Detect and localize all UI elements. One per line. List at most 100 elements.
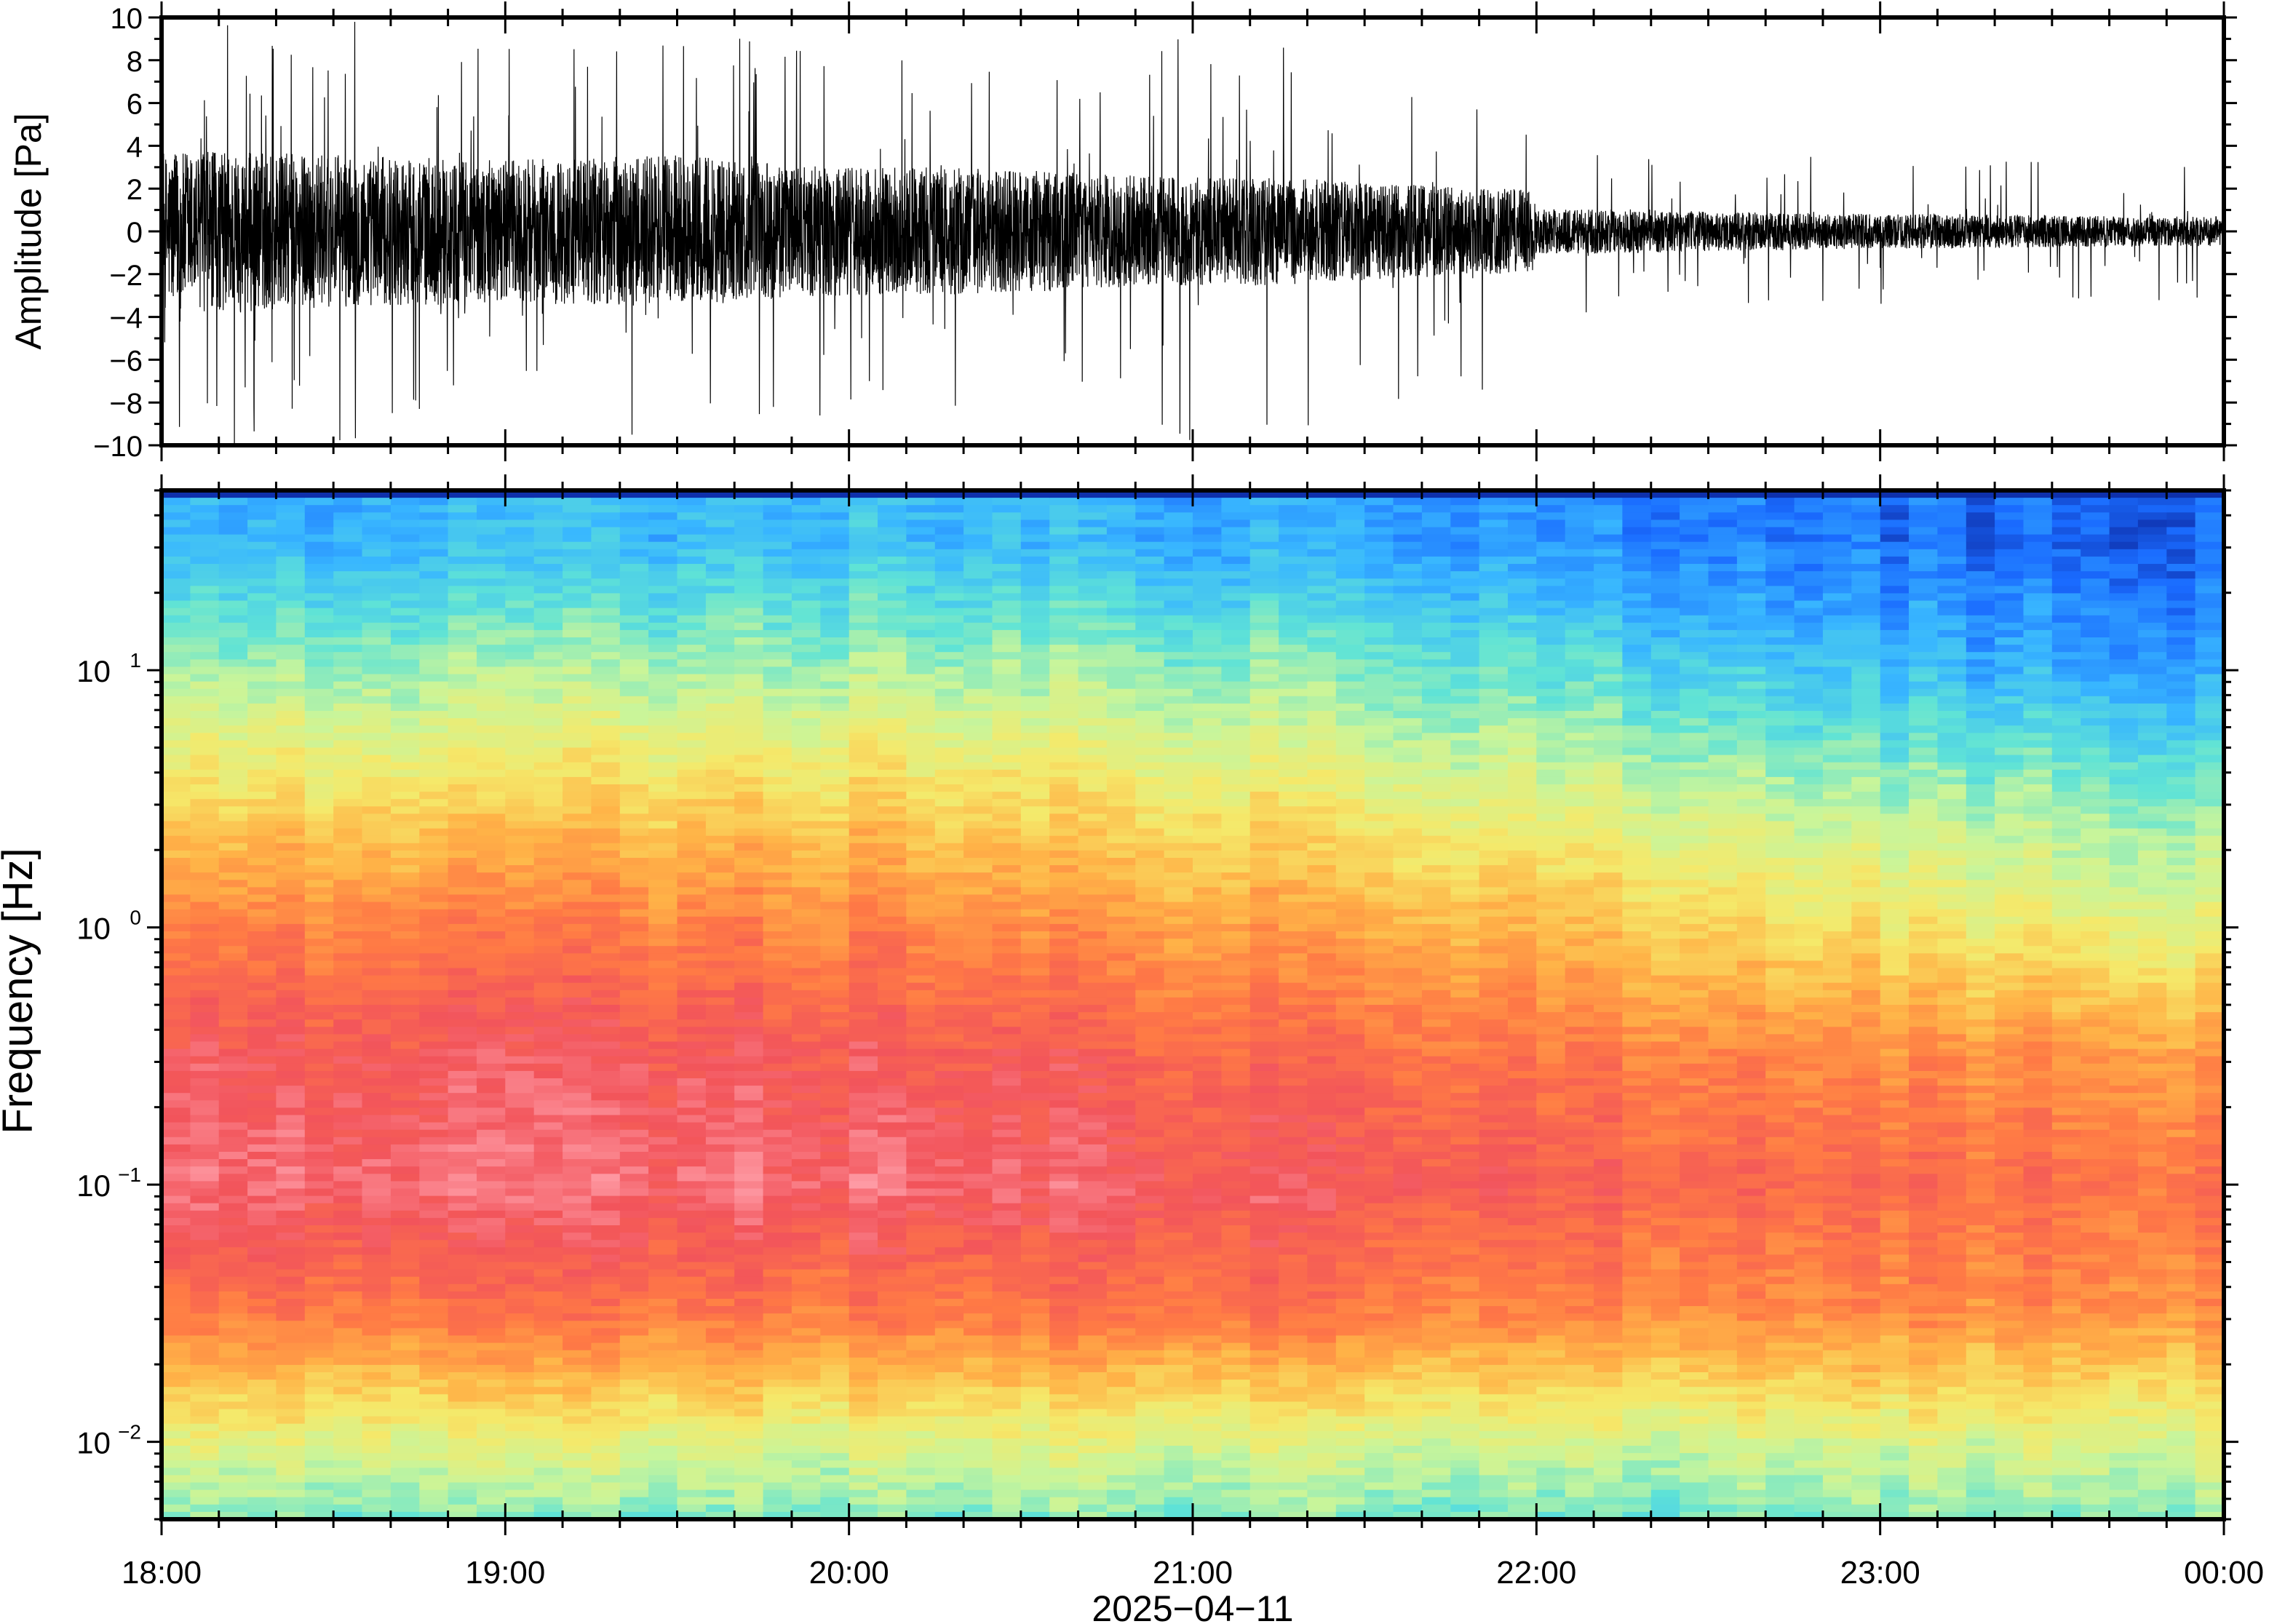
- spectrogram-cell: [878, 1350, 907, 1358]
- spectrogram-cell: [247, 733, 277, 741]
- spectrogram-cell: [190, 696, 220, 704]
- spectrogram-cell: [648, 1210, 678, 1219]
- spectrogram-cell: [934, 1276, 964, 1285]
- spectrogram-cell: [934, 1115, 964, 1123]
- spectrogram-cell: [963, 505, 993, 513]
- spectrogram-cell: [906, 571, 936, 579]
- spectrogram-cell: [992, 564, 1022, 572]
- spectrogram-cell: [677, 1335, 707, 1344]
- spectrogram-cell: [533, 1086, 563, 1094]
- spectrogram-cell: [448, 1475, 477, 1484]
- spectrogram-cell: [763, 1394, 792, 1402]
- spectrogram-cell: [934, 1511, 964, 1519]
- spectrogram-cell: [362, 799, 392, 807]
- spectrogram-cell: [477, 821, 506, 829]
- spectrogram-cell: [963, 1475, 993, 1484]
- spectrogram-cell: [419, 498, 449, 506]
- spectrogram-cell: [276, 784, 306, 792]
- spectrogram-cell: [734, 1504, 764, 1513]
- spectrogram-cell: [505, 578, 535, 586]
- spectrogram-cell: [533, 990, 563, 998]
- spectrogram-cell: [1020, 1203, 1050, 1211]
- spectrogram-cell: [390, 975, 420, 984]
- spectrogram-cell: [563, 1475, 592, 1484]
- spectrogram-cell: [705, 784, 735, 792]
- spectrogram-cell: [677, 520, 707, 528]
- spectrogram-cell: [591, 1240, 621, 1248]
- spectrogram-cell: [734, 586, 764, 594]
- spectrogram-cell: [390, 1129, 420, 1138]
- spectrogram-cell: [218, 490, 248, 498]
- spectrogram-cell: [619, 1195, 649, 1204]
- spectrogram-cell: [820, 843, 850, 851]
- spectrogram-cell: [276, 776, 306, 785]
- spectrogram-cell: [1135, 564, 1165, 572]
- spectrogram-cell: [591, 1430, 621, 1439]
- spectrogram-cell: [963, 762, 993, 771]
- spectrogram-cell: [1135, 696, 1165, 704]
- spectrogram-cell: [1049, 1262, 1079, 1270]
- spectrogram-cell: [963, 1152, 993, 1160]
- spectrogram-cell: [763, 1048, 792, 1057]
- spectrogram-cell: [162, 1210, 191, 1219]
- spectrogram-cell: [992, 1181, 1022, 1190]
- spectrogram-cell: [190, 1497, 220, 1505]
- spectrogram-cell: [705, 931, 735, 939]
- spectrogram-cell: [906, 1129, 936, 1138]
- spectrogram-cell: [1049, 674, 1079, 682]
- spectrogram-cell: [1078, 718, 1108, 726]
- spectrogram-cell: [419, 1063, 449, 1072]
- spectrogram-cell: [648, 776, 678, 785]
- spectrogram-cell: [591, 1511, 621, 1519]
- spectrogram-cell: [533, 520, 563, 528]
- spectrogram-cell: [791, 909, 821, 918]
- spectrogram-cell: [390, 733, 420, 741]
- spectrogram-cell: [276, 578, 306, 586]
- spectrogram-cell: [763, 1122, 792, 1131]
- spectrogram-cell: [878, 835, 907, 844]
- spectrogram-cell: [878, 1380, 907, 1388]
- spectrogram-cell: [533, 549, 563, 557]
- spectrogram-cell: [906, 894, 936, 903]
- spectrogram-cell: [849, 1056, 878, 1064]
- spectrogram-cell: [448, 659, 477, 667]
- spectrogram-cell: [820, 688, 850, 697]
- spectrogram-cell: [190, 527, 220, 536]
- spectrogram-cell: [648, 571, 678, 579]
- spectrogram-cell: [791, 1409, 821, 1417]
- spectrogram-cell: [247, 608, 277, 616]
- spectrogram-cell: [763, 1357, 792, 1366]
- spectrogram-cell: [1020, 1489, 1050, 1498]
- spectrogram-cell: [1049, 1063, 1079, 1072]
- spectrogram-cell: [677, 505, 707, 513]
- spectrogram-cell: [505, 806, 535, 814]
- spectrogram-cell: [1049, 615, 1079, 624]
- spectrogram-cell: [963, 645, 993, 653]
- spectrogram-cell: [333, 1342, 363, 1351]
- spectrogram-cell: [333, 799, 363, 807]
- spectrogram-cell: [1049, 1137, 1079, 1145]
- spectrogram-cell: [734, 549, 764, 557]
- spectrogram-cell: [304, 578, 334, 586]
- spectrogram-cell: [162, 652, 191, 660]
- spectrogram-cell: [533, 747, 563, 756]
- spectrogram-cell: [619, 1056, 649, 1064]
- spectrogram-cell: [763, 923, 792, 932]
- waveform-x-ticks: [160, 1, 2225, 461]
- spectrogram-cell: [505, 1482, 535, 1491]
- spectrogram-cell: [992, 1269, 1022, 1278]
- spectrogram-cell: [934, 1233, 964, 1241]
- spectrogram-cell: [304, 490, 334, 498]
- spectrogram-cell: [591, 990, 621, 998]
- spectrogram-cell: [362, 549, 392, 557]
- spectrogram-cell: [878, 755, 907, 763]
- spectrogram-cell: [1049, 1416, 1079, 1425]
- spectrogram-cell: [477, 894, 506, 903]
- spectrogram-cell: [477, 1100, 506, 1108]
- spectrogram-cell: [791, 1380, 821, 1388]
- spectrogram-cell: [190, 1041, 220, 1050]
- spectrogram-cell: [1106, 534, 1136, 543]
- spectrogram-cell: [1049, 953, 1079, 961]
- spectrogram-cell: [878, 1048, 907, 1057]
- spectrogram-cell: [162, 762, 191, 771]
